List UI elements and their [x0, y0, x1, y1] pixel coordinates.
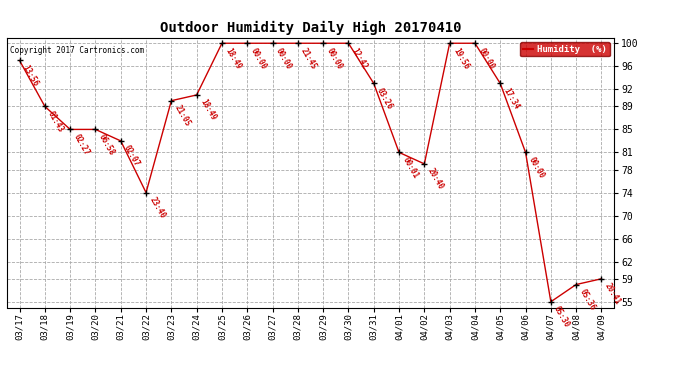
Text: 00:00: 00:00 [248, 46, 268, 70]
Text: Copyright 2017 Cartronics.com: Copyright 2017 Cartronics.com [10, 46, 144, 55]
Text: 03:26: 03:26 [375, 86, 395, 111]
Text: 19:56: 19:56 [451, 46, 471, 70]
Text: 17:34: 17:34 [502, 86, 521, 111]
Text: 02:07: 02:07 [122, 144, 141, 168]
Text: 05:30: 05:30 [552, 304, 571, 329]
Text: 13:56: 13:56 [21, 63, 40, 88]
Text: 23:40: 23:40 [148, 195, 167, 220]
Text: 18:49: 18:49 [198, 98, 217, 122]
Text: 18:49: 18:49 [224, 46, 243, 70]
Text: 00:00: 00:00 [324, 46, 344, 70]
Text: 21:05: 21:05 [172, 104, 192, 128]
Text: 21:45: 21:45 [299, 46, 319, 70]
Text: 01:43: 01:43 [46, 109, 66, 134]
Legend: Humidity  (%): Humidity (%) [520, 42, 609, 56]
Text: 06:58: 06:58 [97, 132, 116, 157]
Text: 00:01: 00:01 [400, 155, 420, 180]
Text: 12:42: 12:42 [350, 46, 369, 70]
Text: 00:00: 00:00 [527, 155, 546, 180]
Text: 00:00: 00:00 [476, 46, 495, 70]
Text: 20:40: 20:40 [426, 166, 445, 191]
Text: 20:41: 20:41 [603, 282, 622, 306]
Text: 00:00: 00:00 [274, 46, 293, 70]
Text: 05:36: 05:36 [578, 287, 597, 312]
Title: Outdoor Humidity Daily High 20170410: Outdoor Humidity Daily High 20170410 [160, 21, 461, 35]
Text: 02:27: 02:27 [72, 132, 91, 157]
